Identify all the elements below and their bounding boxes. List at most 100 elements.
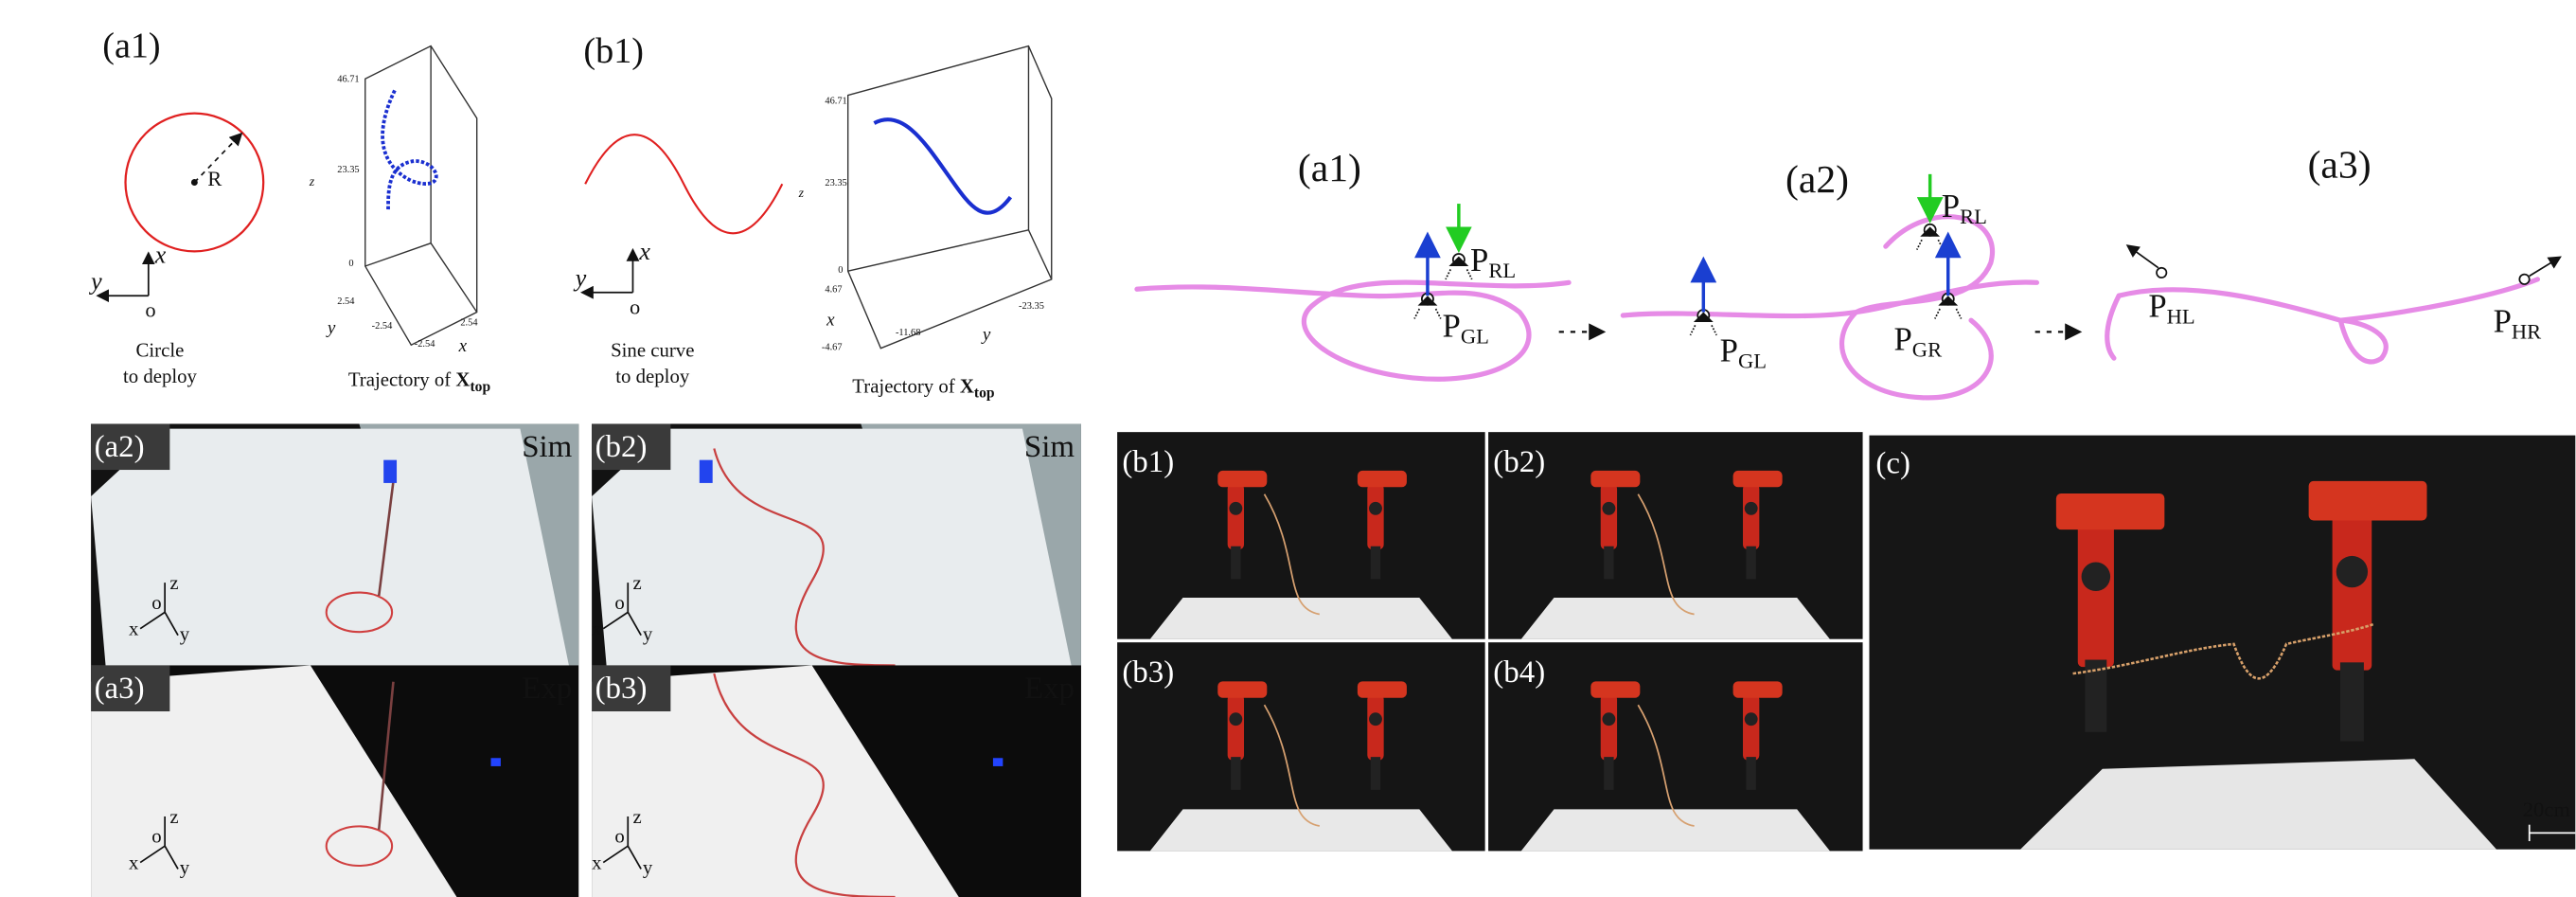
tick-label: 23.35 <box>337 165 359 175</box>
tick-label: -2.54 <box>415 339 435 350</box>
point-sub: RL <box>1960 205 1987 228</box>
robot-link <box>2340 662 2364 741</box>
tick-label: 0 <box>838 265 843 276</box>
robot-link <box>1746 547 1755 580</box>
point-label: PGL <box>1720 332 1767 373</box>
robot-link <box>1601 694 1617 760</box>
origin-label: o <box>145 298 155 322</box>
robot-link <box>1217 471 1267 487</box>
tick-label: 0 <box>348 259 353 269</box>
radius-label: R <box>207 167 222 190</box>
robot-joint <box>2336 556 2368 587</box>
robot-joint <box>2082 563 2111 592</box>
robot-link <box>1733 681 1783 697</box>
robot-link <box>1590 681 1640 697</box>
point-sub: GL <box>1461 324 1489 348</box>
axis-label: o <box>614 825 624 848</box>
point-sub: HR <box>2512 319 2541 343</box>
photo-tag: Exp <box>1024 672 1075 706</box>
axis-label: y <box>643 856 653 879</box>
line <box>1436 309 1441 318</box>
point-label: PRL <box>1942 188 1987 228</box>
point-sub: HL <box>2167 305 2195 329</box>
gripper <box>993 758 1003 766</box>
axis-y-label: y <box>573 264 587 292</box>
panel-label: (a1) <box>102 27 160 66</box>
gripper-icon <box>1418 296 1438 305</box>
target-sine <box>585 135 782 233</box>
line <box>2129 246 2159 268</box>
step-label: (a1) <box>1298 147 1361 190</box>
robot-link <box>2056 493 2164 529</box>
trajectory-plot: Trajectory of Xtop <box>848 46 1052 402</box>
panel-label: (b1) <box>583 31 644 71</box>
robot-link <box>2309 481 2427 521</box>
robot-link <box>1228 694 1244 760</box>
axis-label: y <box>180 622 190 645</box>
axis-label: x <box>592 851 602 873</box>
axis-label: o <box>614 591 624 614</box>
axis-label: x <box>458 336 468 356</box>
robot-link <box>1358 681 1407 697</box>
robot-link <box>1231 547 1240 580</box>
robot-link <box>1733 471 1783 487</box>
robot-joint <box>1602 712 1615 726</box>
caption-sub: top <box>974 386 995 402</box>
photo-label: (c) <box>1875 447 1910 481</box>
photo-label: (a2) <box>95 430 145 464</box>
origin-label: o <box>630 295 640 318</box>
caption: Circle <box>136 338 185 361</box>
robot-link <box>1371 757 1380 790</box>
point-label: PGR <box>1894 320 1943 361</box>
robot-joint <box>1745 502 1758 515</box>
end-effector <box>700 460 713 483</box>
center-dot <box>191 179 198 186</box>
axis-label: z <box>632 805 641 828</box>
page: {"left":{ "a1":{"label":"(a1)","radius":… <box>0 0 2576 897</box>
point-name: P <box>1443 308 1461 345</box>
photo-tag: Sim <box>1024 430 1075 464</box>
caption-sub: top <box>470 379 490 395</box>
point-label: PHL <box>2148 288 2194 329</box>
axis-y-label: y <box>88 267 102 295</box>
point-name: P <box>1470 242 1488 278</box>
gripper-icon <box>1920 226 1940 236</box>
plot-caption: Trajectory of Xtop <box>348 368 491 395</box>
axis-label: x <box>592 618 602 640</box>
axis-label: z <box>309 175 315 189</box>
photo-label: (b3) <box>595 672 648 706</box>
axis-label: o <box>151 825 161 848</box>
axis-label: y <box>180 856 190 879</box>
line <box>1414 309 1419 318</box>
point-sub: GR <box>1912 337 1942 361</box>
robot-link <box>1590 471 1640 487</box>
robot-link <box>2333 512 2372 671</box>
robot-link <box>1601 484 1617 549</box>
rope-sketch <box>1623 217 2036 398</box>
step-label: (a2) <box>1785 158 1849 202</box>
tick-label: -2.54 <box>372 321 393 332</box>
caption: to deploy <box>123 365 198 387</box>
rope-sketch <box>1137 282 1569 379</box>
line <box>1917 240 1922 249</box>
photo-label: (a3) <box>95 672 145 706</box>
caption-text: Trajectory of <box>852 375 960 398</box>
end-effector <box>383 460 397 483</box>
axis-label: z <box>632 571 641 594</box>
axis-label: o <box>151 591 161 614</box>
photo-tag: Sim <box>522 430 572 464</box>
grip-point <box>2519 275 2529 284</box>
scale-label: 20cm <box>2523 798 2571 821</box>
photo-label: (b3) <box>1122 655 1174 690</box>
caption-bold: X <box>960 375 974 398</box>
robot-joint <box>1229 502 1242 515</box>
point-label: PRL <box>1470 242 1516 282</box>
point-name: P <box>1942 188 1960 224</box>
tick-label: 2.54 <box>460 317 478 328</box>
caption: Sine curve <box>611 338 694 361</box>
caption: to deploy <box>615 365 690 387</box>
tick-label: 2.54 <box>337 296 355 307</box>
point-label: PHR <box>2494 302 2542 343</box>
point-label: PGL <box>1443 308 1489 349</box>
caption-bold: X <box>455 368 470 391</box>
